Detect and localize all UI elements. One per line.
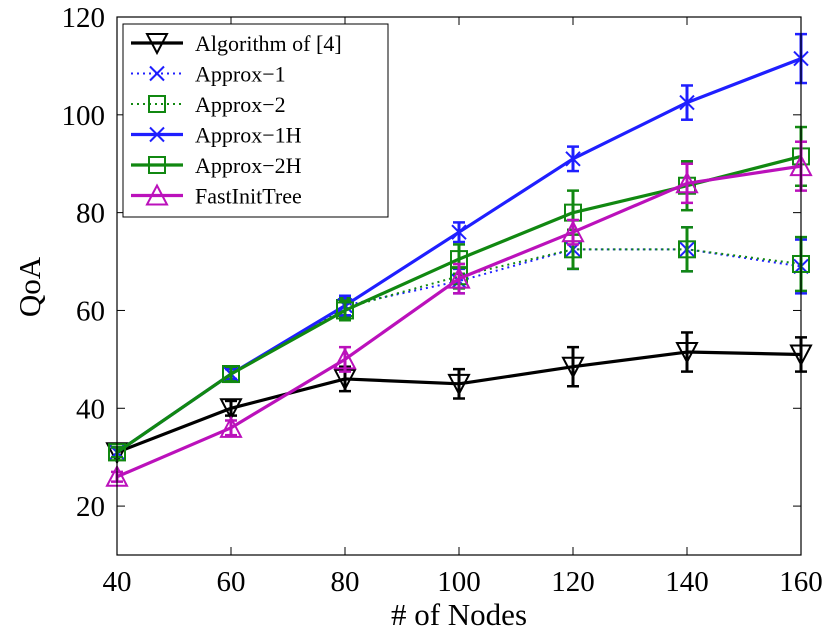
series-0-errorbar-5 (681, 331, 693, 373)
series-5-point-3 (447, 266, 471, 289)
legend-marker-3 (149, 126, 165, 143)
series-4-errorbar-2 (339, 299, 351, 322)
series-3-point-5 (679, 94, 695, 111)
legend-marker-4 (148, 156, 166, 174)
series-5-point-5 (675, 171, 699, 194)
legend-label-3: Approx−1H (195, 123, 302, 148)
x-tick-label-2: 80 (331, 566, 360, 598)
legend-label-1: Approx−1 (195, 62, 286, 87)
legend-label-5: FastInitTree (195, 184, 302, 209)
x-tick-label-1: 60 (217, 566, 246, 598)
x-tick-label-0: 40 (103, 566, 132, 598)
y-axis-label: QoA (12, 256, 47, 317)
series-5-point-2 (333, 347, 357, 370)
series-0-errorbar-4 (567, 345, 579, 388)
legend-label-0: Algorithm of [4] (195, 31, 342, 56)
y-tick-label-1: 40 (76, 393, 105, 425)
x-tick-label-3: 100 (437, 566, 481, 598)
series-4-point-2 (336, 301, 354, 320)
legend-label-2: Approx−2 (195, 92, 286, 117)
series-0-point-1 (219, 398, 243, 421)
series-5-errorbar-1 (225, 419, 237, 437)
series-0-point-3 (447, 373, 471, 396)
y-tick-label-3: 80 (76, 198, 105, 230)
legend-entry-2: Approx−2 (131, 92, 286, 117)
legend-label-4: Approx−2H (195, 153, 302, 178)
series-5-point-1 (219, 415, 243, 438)
series-0-point-5 (675, 342, 699, 365)
x-tick-label-6: 160 (779, 566, 823, 598)
x-axis-label: # of Nodes (391, 597, 527, 632)
series-4-point-1 (222, 365, 240, 384)
chart-axes: 40 60 80 100 120 140 160 20 40 60 80 100 120 (62, 2, 823, 598)
x-tick-label-5: 140 (665, 566, 709, 598)
legend-marker-2 (148, 95, 166, 113)
y-tick-label-5: 120 (62, 2, 106, 34)
series-5-errorbar-5 (681, 162, 693, 205)
series-5-point-4 (561, 220, 585, 243)
series-3-point-4 (565, 151, 581, 167)
series-3-point-3 (451, 224, 467, 240)
y-tick-label-4: 100 (62, 100, 106, 132)
y-tick-label-0: 20 (76, 491, 105, 523)
legend-entry-1: Approx−1 (131, 62, 286, 87)
legend-marker-1 (149, 65, 165, 82)
x-tick-label-4: 120 (551, 566, 595, 598)
legend-entry-4: Approx−2H (131, 153, 302, 178)
series-0-point-4 (561, 356, 585, 379)
legend-entry-5: FastInitTree (131, 183, 302, 209)
legend-entry-0: Algorithm of [4] (131, 31, 342, 56)
series-0-errorbar-1 (225, 399, 237, 417)
series-2-errorbar-5 (681, 226, 693, 273)
series-2-point-5 (678, 240, 696, 259)
y-tick-label-2: 60 (76, 295, 105, 327)
legend: Algorithm of [4] Approx−1 Approx−2 Approx−1… (122, 23, 389, 218)
legend-marker-5 (145, 183, 169, 206)
legend-marker-0 (145, 33, 169, 56)
legend-entry-3: Approx−1H (131, 123, 302, 148)
legend-box (122, 23, 389, 218)
